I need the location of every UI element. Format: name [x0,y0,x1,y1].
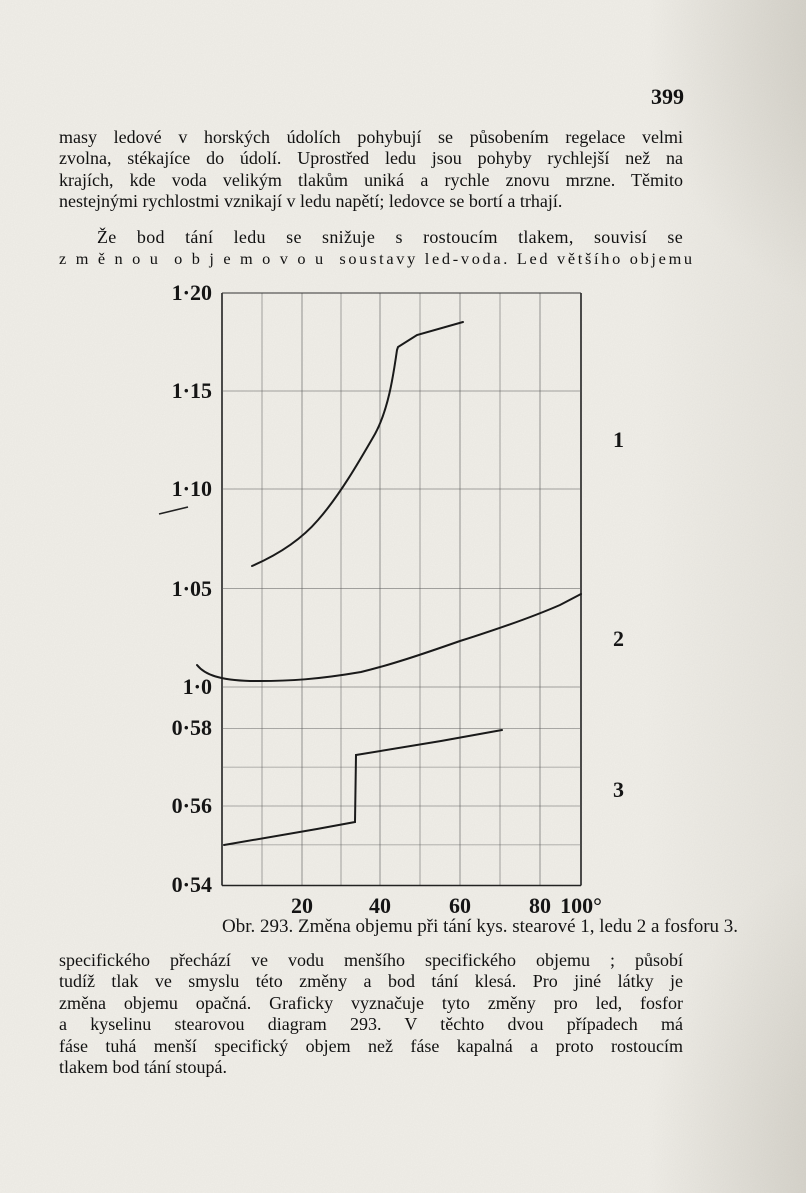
svg-text:100°: 100° [560,893,602,918]
svg-text:Obr. 293. Změna objemu při tá: Obr. 293. Změna objemu při tání kys. ste… [222,916,738,937]
svg-text:1·15: 1·15 [172,378,212,403]
svg-text:1·0: 1·0 [183,674,212,699]
svg-text:60: 60 [449,893,471,918]
svg-text:2: 2 [613,626,624,651]
svg-text:20: 20 [291,893,313,918]
svg-text:1: 1 [613,427,624,452]
svg-text:3: 3 [613,777,624,802]
svg-text:1·10: 1·10 [172,476,212,501]
svg-text:1·20: 1·20 [172,280,212,305]
svg-text:40: 40 [369,893,391,918]
svg-text:0·58: 0·58 [172,715,212,740]
svg-text:1·05: 1·05 [172,576,212,601]
svg-text:80: 80 [529,893,551,918]
svg-text:0·54: 0·54 [172,872,212,897]
svg-text:0·56: 0·56 [172,793,212,818]
